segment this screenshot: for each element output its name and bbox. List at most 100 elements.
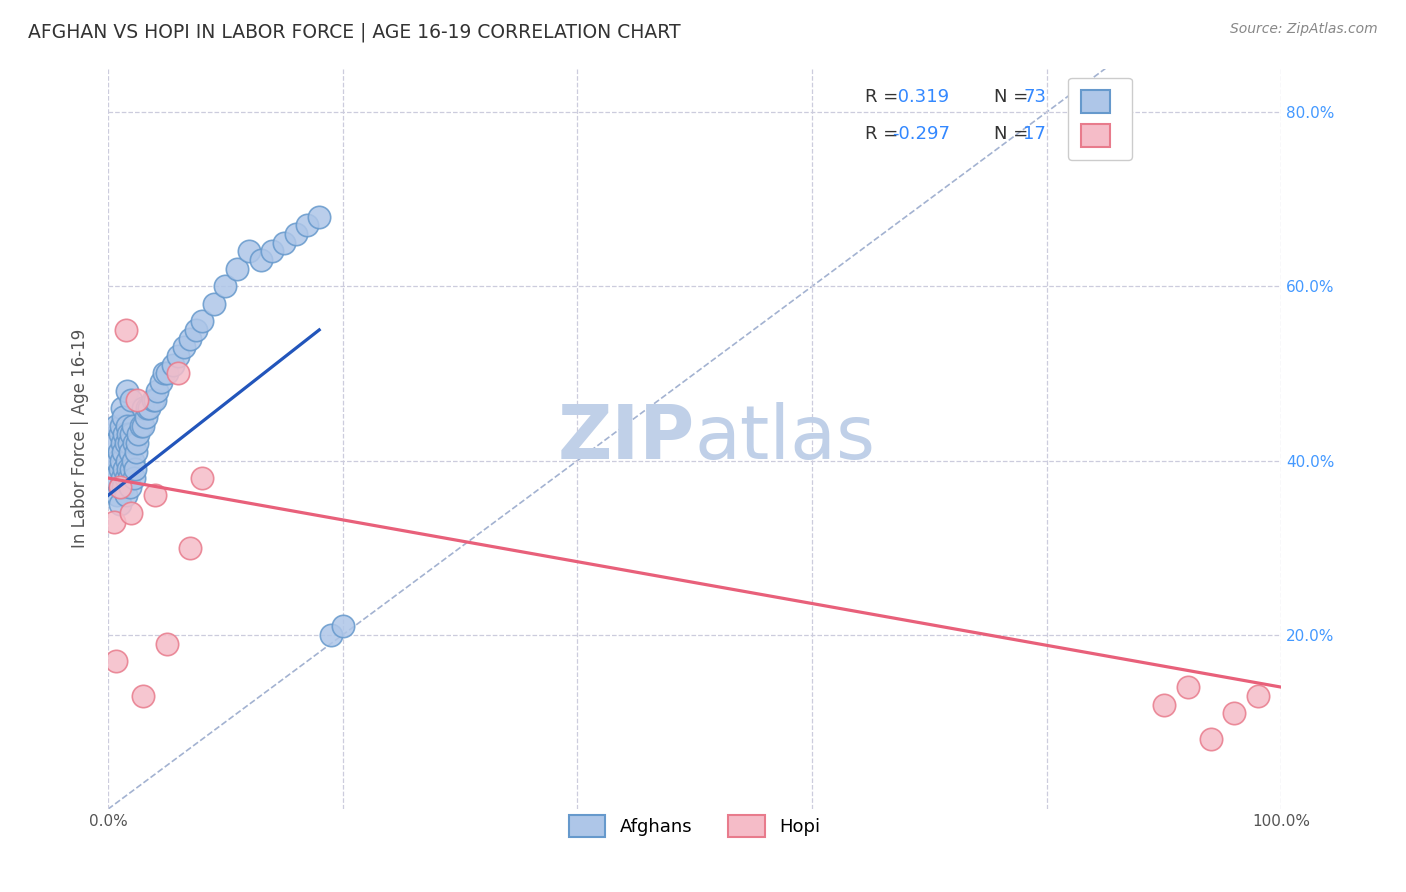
Text: AFGHAN VS HOPI IN LABOR FORCE | AGE 16-19 CORRELATION CHART: AFGHAN VS HOPI IN LABOR FORCE | AGE 16-1… (28, 22, 681, 42)
Point (120, 392, 142, 407)
Point (111, 471, 134, 485)
Point (108, 497, 131, 511)
Text: 17: 17 (1024, 125, 1046, 143)
Point (122, 471, 145, 485)
Point (112, 445, 135, 459)
Text: N =: N = (994, 125, 1033, 143)
Point (138, 401, 160, 416)
Point (122, 436, 145, 450)
Point (124, 462, 146, 476)
Point (105, 453, 128, 467)
Text: atlas: atlas (695, 402, 876, 475)
Point (118, 436, 141, 450)
Point (107, 445, 129, 459)
Point (173, 340, 195, 354)
Text: R =: R = (865, 87, 904, 106)
Point (108, 480, 131, 494)
Point (1247, 689, 1270, 703)
Point (156, 637, 179, 651)
Point (132, 418, 155, 433)
Point (110, 453, 132, 467)
Point (120, 480, 142, 494)
Point (142, 392, 165, 407)
Point (103, 471, 125, 485)
Point (108, 462, 131, 476)
Point (262, 244, 284, 259)
Point (114, 488, 136, 502)
Point (184, 323, 207, 337)
Point (121, 418, 143, 433)
Point (179, 332, 201, 346)
Point (1223, 706, 1246, 721)
Point (108, 427, 131, 442)
Point (162, 358, 184, 372)
Point (143, 392, 166, 407)
Point (132, 401, 155, 416)
Point (104, 436, 127, 450)
Point (284, 227, 307, 241)
Point (120, 427, 142, 442)
Point (135, 401, 157, 416)
Point (114, 471, 136, 485)
Text: -0.297: -0.297 (891, 125, 950, 143)
Point (103, 515, 125, 529)
Point (1199, 732, 1222, 747)
Point (214, 279, 236, 293)
Point (110, 418, 132, 433)
Point (117, 427, 139, 442)
Point (115, 384, 138, 398)
Point (153, 367, 176, 381)
Point (115, 418, 138, 433)
Point (105, 488, 128, 502)
Point (112, 427, 135, 442)
Text: 0.319: 0.319 (891, 87, 949, 106)
Point (120, 462, 142, 476)
Point (105, 418, 128, 433)
Point (112, 410, 135, 425)
Point (167, 367, 190, 381)
Point (129, 418, 152, 433)
Point (120, 445, 142, 459)
Text: ZIP: ZIP (557, 402, 695, 475)
Text: R =: R = (865, 125, 904, 143)
Point (249, 253, 271, 268)
Point (127, 392, 149, 407)
Point (202, 297, 225, 311)
Point (1153, 698, 1175, 712)
Point (111, 436, 134, 450)
Point (191, 471, 214, 485)
Point (120, 506, 142, 520)
Point (319, 628, 342, 642)
Point (127, 436, 149, 450)
Legend: Afghans, Hopi: Afghans, Hopi (562, 808, 827, 845)
Text: N =: N = (994, 87, 1033, 106)
Point (1177, 680, 1199, 694)
Point (115, 453, 138, 467)
Point (167, 349, 190, 363)
Text: 73: 73 (1024, 87, 1046, 106)
Point (108, 480, 131, 494)
Point (308, 210, 330, 224)
Point (156, 367, 179, 381)
Point (128, 427, 150, 442)
Point (143, 488, 166, 502)
Point (273, 235, 295, 250)
Y-axis label: In Labor Force | Age 16-19: In Labor Force | Age 16-19 (72, 329, 89, 549)
Point (118, 471, 141, 485)
Point (112, 480, 135, 494)
Point (121, 453, 143, 467)
Point (125, 445, 148, 459)
Point (179, 541, 201, 555)
Point (146, 384, 169, 398)
Point (114, 323, 136, 337)
Point (226, 261, 249, 276)
Point (149, 375, 172, 389)
Point (112, 462, 135, 476)
Point (114, 436, 136, 450)
Point (238, 244, 260, 259)
Point (132, 689, 155, 703)
Point (135, 410, 157, 425)
Point (117, 462, 139, 476)
Point (111, 401, 134, 416)
Point (105, 654, 128, 668)
